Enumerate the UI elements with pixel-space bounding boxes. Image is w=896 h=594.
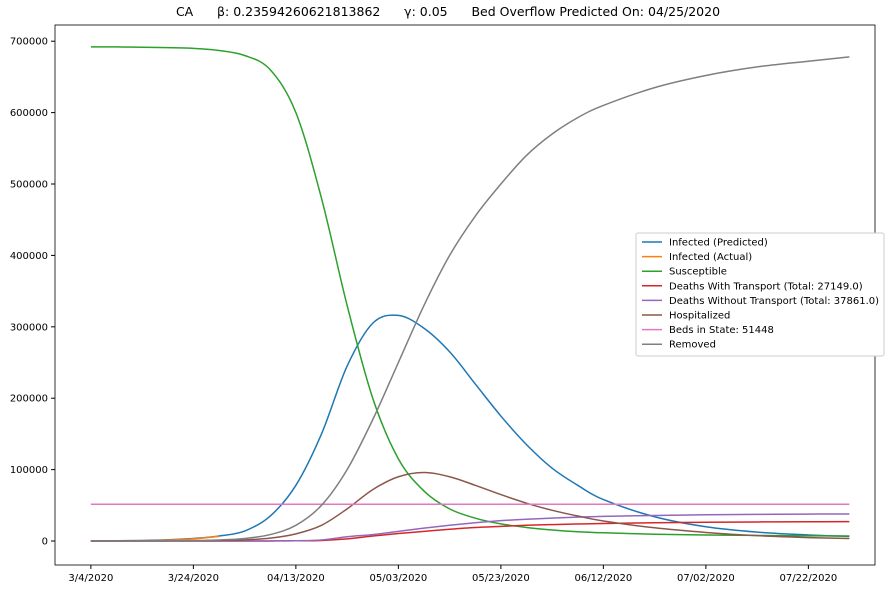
legend-label: Infected (Predicted) [669, 238, 768, 249]
legend-label: Hospitalized [669, 311, 730, 322]
x-tick-label: 05/03/2020 [370, 573, 428, 584]
legend-label: Susceptible [669, 267, 727, 278]
x-tick-label: 04/13/2020 [267, 573, 325, 584]
chart-title: CA β: 0.23594260621813862 γ: 0.05 Bed Ov… [175, 4, 721, 19]
legend: Infected (Predicted) Infected (Actual) Sus… [635, 232, 885, 357]
x-tick-label: 07/02/2020 [677, 573, 735, 584]
legend-label: Deaths Without Transport (Total: 37861.0… [669, 296, 879, 307]
legend-box [635, 232, 885, 357]
y-tick-label: 700000 [10, 37, 48, 48]
y-tick-label: 500000 [10, 180, 48, 191]
y-tick-label: 0 [42, 537, 48, 548]
y-tick-label: 400000 [10, 251, 48, 262]
y-tick-label: 300000 [10, 322, 48, 333]
legend-label: Beds in State: 51448 [669, 325, 774, 336]
legend-label: Infected (Actual) [669, 252, 752, 263]
y-tick-label: 600000 [10, 108, 48, 119]
y-tick-label: 200000 [10, 394, 48, 405]
x-tick-label: 06/12/2020 [575, 573, 633, 584]
series-line-2 [90, 46, 850, 537]
series-line-7 [90, 56, 850, 542]
x-tick-label: 05/23/2020 [472, 573, 530, 584]
y-tick-label: 100000 [10, 465, 48, 476]
x-tick-label: 3/4/2020 [68, 573, 113, 584]
legend-label: Deaths With Transport (Total: 27149.0) [669, 281, 863, 292]
x-tick-label: 3/24/2020 [168, 573, 219, 584]
legend-label: Removed [669, 340, 716, 351]
x-tick-label: 07/22/2020 [780, 573, 838, 584]
